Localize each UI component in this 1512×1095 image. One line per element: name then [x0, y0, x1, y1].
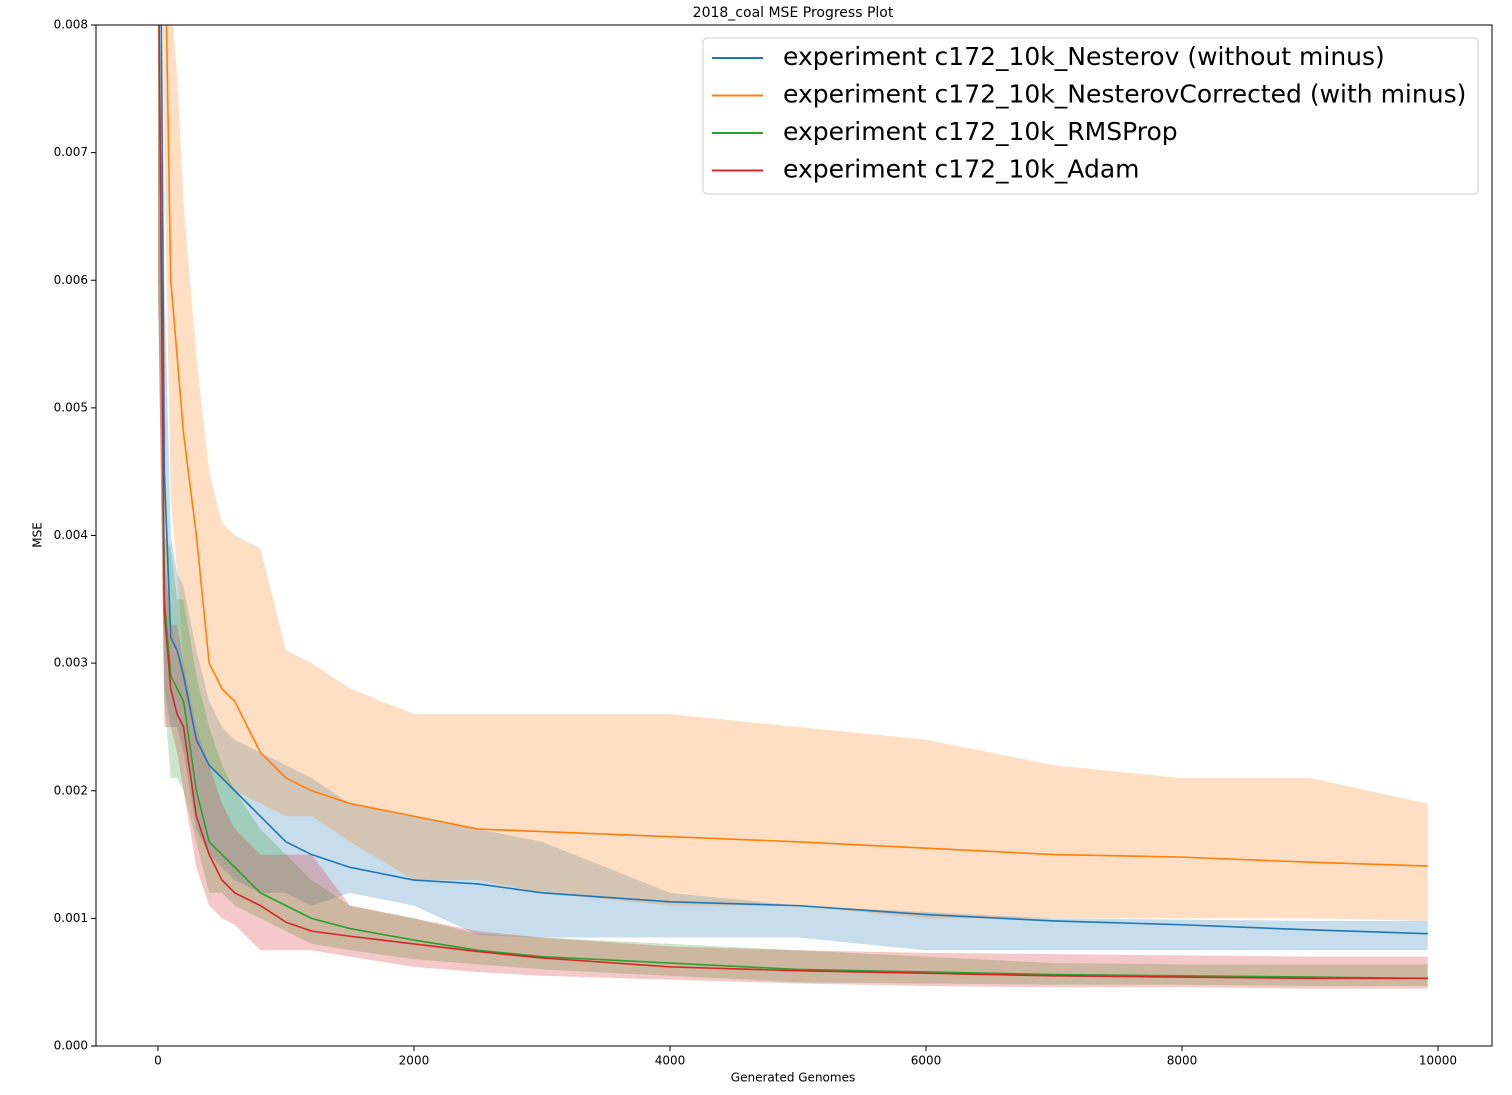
y-tick-label: 0.003	[54, 656, 88, 670]
plot-frame	[95, 24, 1493, 1047]
x-tick-label: 10000	[1419, 1054, 1457, 1068]
x-tick-label: 4000	[655, 1054, 686, 1068]
x-tick-label: 8000	[1167, 1054, 1198, 1068]
band	[157, 25, 1428, 989]
band	[157, 25, 1428, 987]
series-line	[158, 25, 1428, 980]
x-tick-label: 2000	[399, 1054, 430, 1068]
series-line	[165, 25, 1428, 867]
band	[163, 25, 1428, 921]
legend-label: experiment c172_10k_Adam	[783, 155, 1140, 184]
lines	[158, 25, 1428, 980]
legend-box	[702, 37, 1479, 195]
x-axis-label: Generated Genomes	[731, 1071, 855, 1085]
y-tick-label: 0.005	[54, 400, 88, 414]
chart-title: 2018_coal MSE Progress Plot	[693, 5, 894, 21]
series-line	[160, 25, 1428, 935]
legend-label: experiment c172_10k_RMSProp	[783, 117, 1178, 146]
legend-label: experiment c172_10k_NesterovCorrected (w…	[783, 80, 1466, 109]
y-tick-label: 0.007	[54, 145, 88, 159]
y-tick-label: 0.004	[54, 528, 88, 542]
y-tick-label: 0.002	[54, 783, 88, 797]
legend-label: experiment c172_10k_Nesterov (without mi…	[783, 42, 1385, 71]
y-axis-label: MSE	[31, 522, 45, 548]
x-tick-label: 0	[154, 1054, 162, 1068]
band	[157, 25, 1428, 951]
x-tick-label: 6000	[911, 1054, 942, 1068]
bands	[157, 25, 1428, 989]
y-tick-label: 0.008	[54, 18, 88, 32]
legend: experiment c172_10k_Nesterov (without mi…	[702, 37, 1479, 195]
y-tick-label: 0.006	[54, 273, 88, 287]
series-line	[158, 25, 1428, 980]
axes: 0.000 0.001 0.002 0.003 0.004 0.005 0.006 0.007…	[54, 18, 1493, 1068]
y-tick-label: 0.001	[54, 911, 88, 925]
y-tick-label: 0.000	[54, 1039, 88, 1053]
